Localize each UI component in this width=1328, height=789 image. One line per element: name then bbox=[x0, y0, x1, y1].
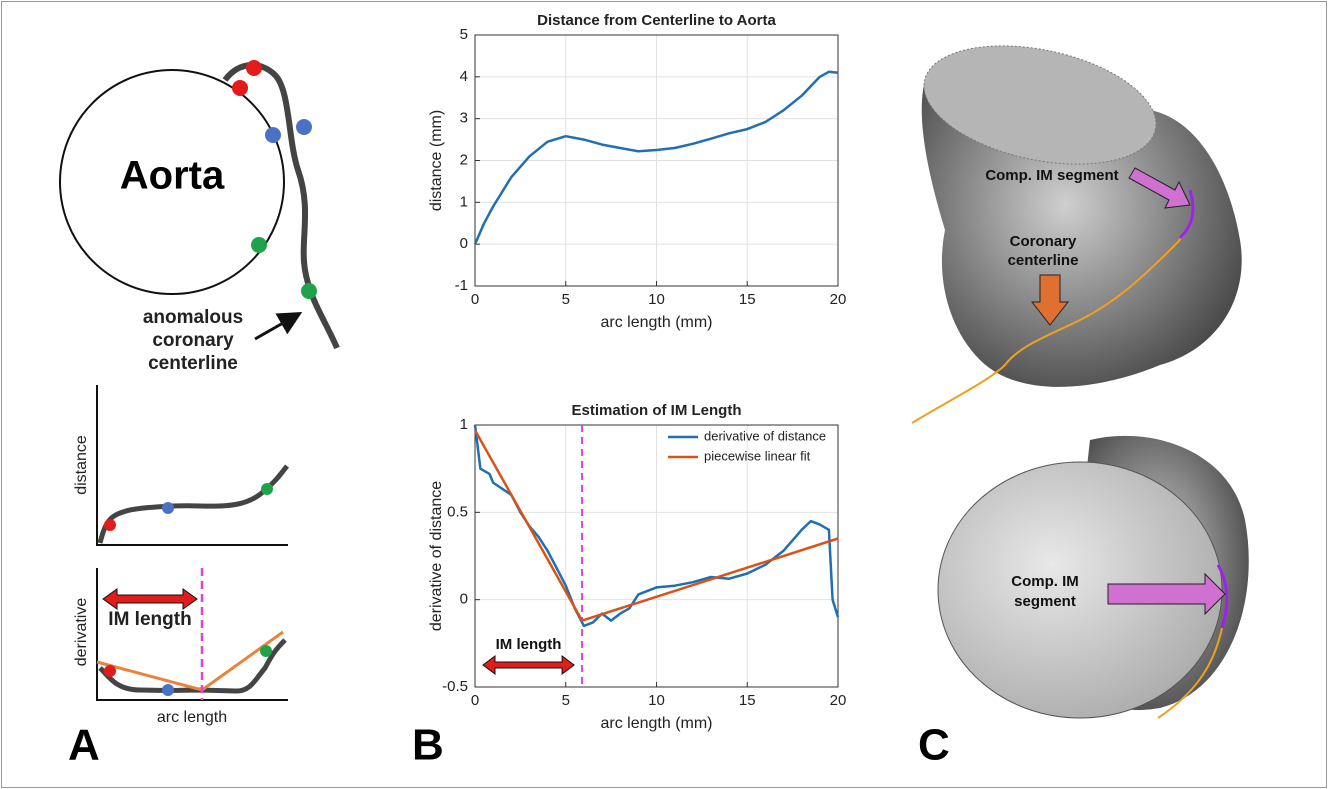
point bbox=[260, 645, 272, 657]
y-tick-label: 0.5 bbox=[447, 503, 468, 520]
y-tick-label: 5 bbox=[460, 26, 468, 43]
panel-label: B bbox=[412, 721, 444, 770]
point bbox=[104, 665, 116, 677]
annotation: IM length bbox=[496, 636, 562, 653]
cut-surface bbox=[937, 461, 1223, 719]
x-tick-label: 0 bbox=[471, 692, 479, 709]
cut-surface bbox=[923, 45, 1157, 165]
legend-label: derivative of distance bbox=[704, 428, 826, 443]
double-arrow bbox=[102, 588, 198, 610]
x-tick-label: 10 bbox=[648, 291, 665, 308]
axis-label: arc length bbox=[157, 709, 227, 726]
x-tick-label: 15 bbox=[739, 692, 756, 709]
x-axis-label: arc length (mm) bbox=[600, 715, 712, 732]
x-tick-label: 20 bbox=[830, 291, 847, 308]
x-tick-label: 15 bbox=[739, 291, 756, 308]
point bbox=[251, 237, 267, 253]
point bbox=[232, 80, 248, 96]
coronary-line bbox=[911, 214, 1193, 424]
arrow bbox=[1128, 167, 1191, 209]
panel-label: A bbox=[68, 721, 100, 770]
schematic-curve bbox=[97, 464, 289, 544]
y-axis-label: distance (mm) bbox=[428, 110, 445, 211]
y-tick-label: -0.5 bbox=[442, 678, 468, 695]
y-axis-label: derivative of distance bbox=[428, 481, 445, 631]
arrow bbox=[1107, 572, 1226, 616]
plot-frame bbox=[474, 34, 839, 287]
panel-a: Aorta anomalous coronary centerline dist… bbox=[59, 60, 340, 770]
x-tick-label: 10 bbox=[648, 692, 665, 709]
aorta-circle bbox=[59, 69, 285, 295]
arrow bbox=[1030, 274, 1070, 326]
aorta-label: Aorta bbox=[120, 154, 225, 198]
point bbox=[104, 519, 116, 531]
data-line bbox=[473, 70, 839, 245]
x-axis-label: arc length (mm) bbox=[600, 314, 712, 331]
centerline-label: centerline bbox=[148, 353, 238, 374]
y-tick-label: 1 bbox=[460, 193, 468, 210]
fit bbox=[96, 660, 203, 692]
im-segment bbox=[1216, 564, 1229, 629]
chart-title: Distance from Centerline to Aorta bbox=[537, 12, 776, 29]
schematic-curve bbox=[98, 638, 287, 694]
y-tick-label: 0 bbox=[460, 591, 468, 608]
axis-label: derivative bbox=[73, 598, 90, 667]
data-line bbox=[473, 429, 839, 622]
chart-title: Estimation of IM Length bbox=[572, 402, 742, 419]
point bbox=[162, 502, 174, 514]
x-tick-label: 0 bbox=[471, 291, 479, 308]
panel-label: C bbox=[918, 721, 950, 770]
y-tick-label: 4 bbox=[460, 68, 468, 85]
centerline-label: coronary bbox=[152, 330, 234, 351]
y-tick-label: 2 bbox=[460, 151, 468, 168]
axes bbox=[96, 568, 288, 701]
centerline-label: anomalous bbox=[143, 307, 243, 328]
panel-c: Comp. IM segment Coronary centerline Com… bbox=[911, 45, 1249, 770]
annotation: Coronary bbox=[1010, 233, 1077, 250]
axis-label: distance bbox=[73, 435, 90, 495]
y-tick-label: -1 bbox=[455, 277, 468, 294]
point bbox=[296, 119, 312, 135]
plot-frame bbox=[474, 424, 839, 688]
point bbox=[246, 60, 262, 76]
annotation: Comp. IM bbox=[1011, 573, 1079, 590]
y-tick-label: 1 bbox=[460, 416, 468, 433]
annotation: Comp. IM segment bbox=[985, 167, 1118, 184]
double-arrow bbox=[482, 655, 575, 675]
legend-label: piecewise linear fit bbox=[704, 448, 811, 463]
x-tick-label: 5 bbox=[562, 692, 570, 709]
point bbox=[162, 684, 174, 696]
point bbox=[265, 127, 281, 143]
point bbox=[301, 283, 317, 299]
y-tick-label: 0 bbox=[460, 235, 468, 252]
fit bbox=[201, 630, 284, 692]
annotation: centerline bbox=[1008, 252, 1079, 269]
x-tick-label: 5 bbox=[562, 291, 570, 308]
im-segment bbox=[1178, 189, 1195, 240]
x-tick-label: 20 bbox=[830, 692, 847, 709]
arrow bbox=[254, 312, 303, 341]
im-length-label: IM length bbox=[108, 609, 191, 630]
annotation: segment bbox=[1014, 593, 1076, 610]
point bbox=[261, 483, 273, 495]
axes bbox=[96, 385, 288, 546]
y-tick-label: 3 bbox=[460, 110, 468, 127]
